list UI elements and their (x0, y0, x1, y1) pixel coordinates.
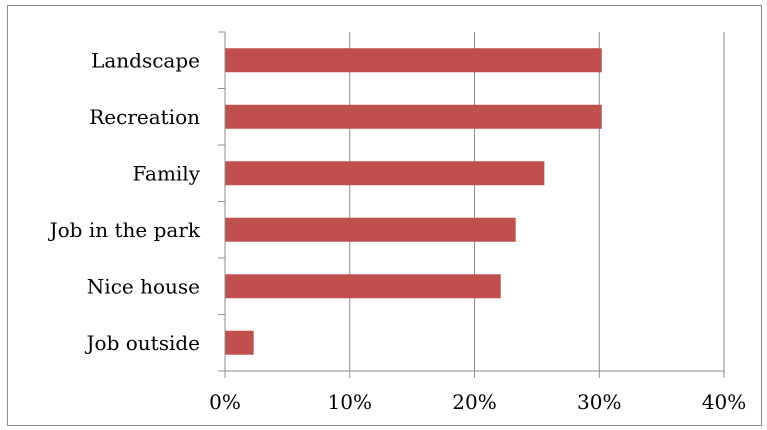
bar-job-outside (225, 330, 254, 355)
category-label: Family (133, 161, 201, 185)
category-label: Recreation (89, 105, 200, 129)
category-label: Job outside (85, 331, 200, 355)
bar-family (225, 161, 545, 186)
labels: 0% 10% 20% 30% 40% Landscape Recreation Family J… (48, 48, 747, 414)
x-tick-label: 30% (577, 390, 621, 414)
category-label: Job in the park (48, 218, 201, 242)
axes (218, 31, 725, 378)
x-tick-label: 0% (209, 390, 241, 414)
category-label: Nice house (87, 274, 200, 298)
x-tick-label: 10% (328, 390, 372, 414)
x-tick-label: 20% (452, 390, 496, 414)
category-label: Landscape (91, 48, 200, 72)
bar-recreation (225, 104, 602, 129)
grid-lines (349, 32, 725, 371)
bar-job-in-the-park (225, 217, 516, 242)
bars (225, 48, 602, 355)
bar-landscape (225, 48, 602, 73)
bar-nice-house (225, 274, 501, 299)
chart-frame (7, 5, 762, 426)
x-tick-label: 40% (702, 390, 746, 414)
